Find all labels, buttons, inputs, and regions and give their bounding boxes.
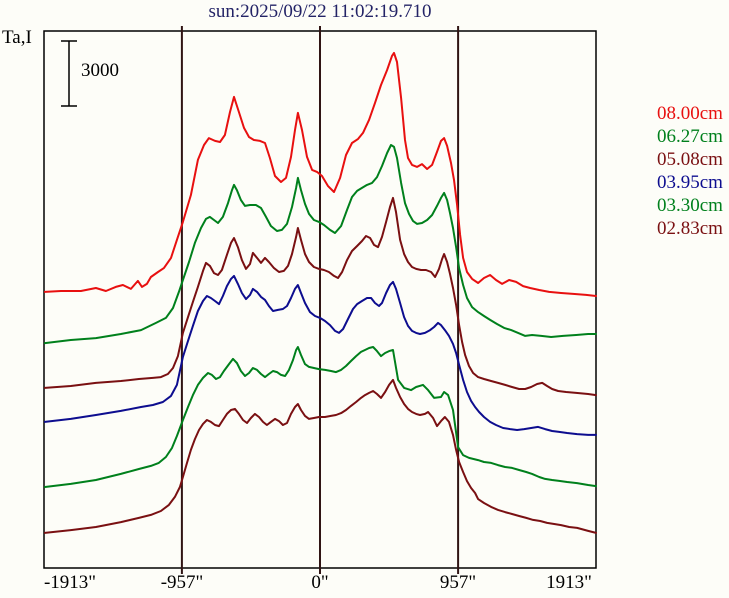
curve-06.27cm bbox=[43, 144, 597, 345]
legend-item-2.83cm: 02.83cm bbox=[657, 218, 723, 239]
legend-item-3.30cm: 03.30cm bbox=[657, 195, 723, 216]
legend-item-8.00cm: 08.00cm bbox=[657, 103, 723, 124]
x-tick-neg957: -957" bbox=[160, 572, 204, 593]
curve-08.00cm bbox=[43, 51, 597, 297]
reference-lines bbox=[180, 26, 460, 574]
y-axis-label: Ta,I bbox=[2, 27, 32, 48]
x-tick-neg1913: -1913" bbox=[43, 572, 97, 593]
legend-item-5.08cm: 05.08cm bbox=[657, 149, 723, 170]
scale-bar-label: 3000 bbox=[81, 60, 119, 81]
wavelength-legend: 08.00cm 06.27cm 05.08cm 03.95cm 03.30cm … bbox=[657, 102, 723, 240]
legend-item-6.27cm: 06.27cm bbox=[657, 126, 723, 147]
x-tick-0: 0" bbox=[311, 572, 329, 593]
curve-03.95cm bbox=[43, 274, 597, 436]
curve-03.30cm bbox=[43, 346, 597, 488]
curve-05.08cm bbox=[43, 196, 597, 397]
legend-item-3.95cm: 03.95cm bbox=[657, 172, 723, 193]
x-tick-957: 957" bbox=[439, 572, 477, 593]
page-title: sun:2025/09/22 11:02:19.710 bbox=[208, 1, 432, 22]
scale-bar bbox=[61, 40, 77, 107]
scan-curves bbox=[43, 51, 597, 534]
curve-02.83cm bbox=[43, 378, 597, 534]
x-tick-1913: 1913" bbox=[546, 572, 592, 593]
